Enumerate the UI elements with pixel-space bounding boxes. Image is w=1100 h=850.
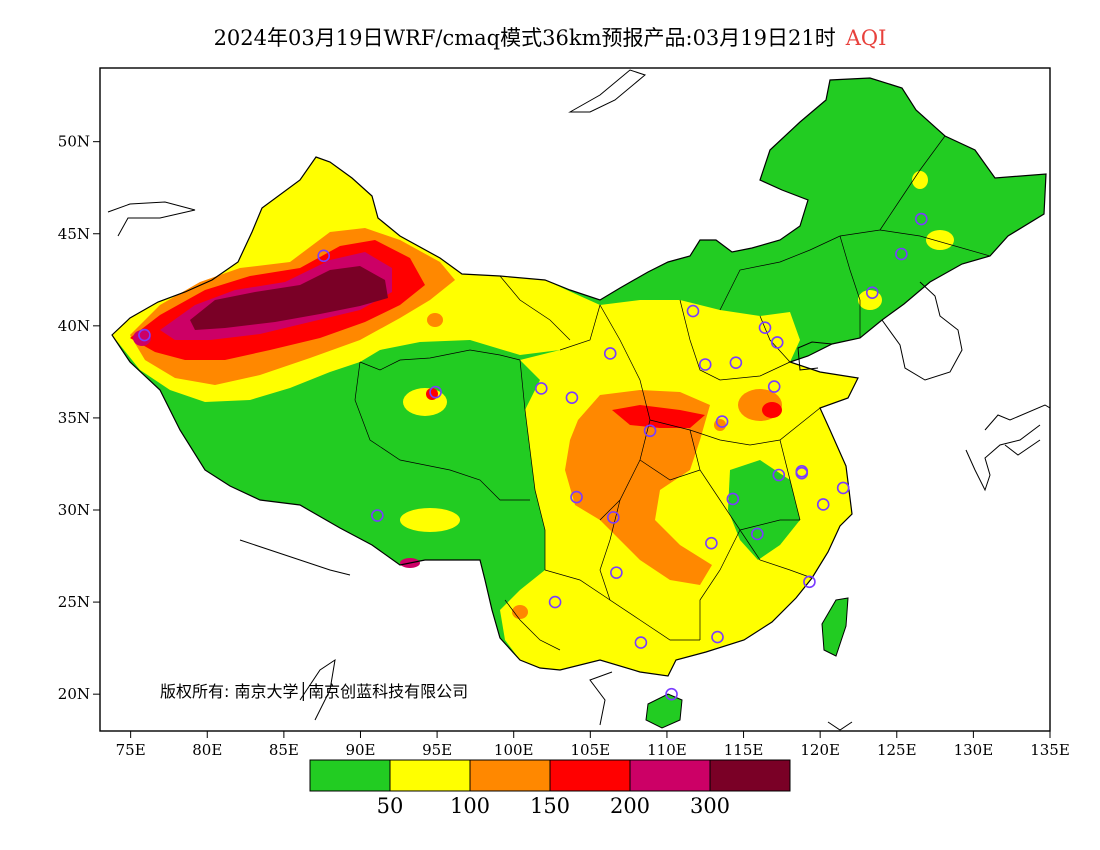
city-marker (138, 328, 151, 342)
colorbar: 50 100 150 200 300 (309, 759, 791, 818)
x-tick-label: 130E (954, 741, 994, 759)
region-yellow-spot-ne2 (926, 230, 954, 250)
region-yellow-spot-ne1 (912, 171, 928, 189)
x-tick-label: 115E (724, 741, 764, 759)
region-orange-spot-hubei (714, 419, 726, 431)
x-tick-label: 75E (116, 741, 146, 759)
x-tick-label: 90E (345, 741, 375, 759)
region-green-hainan (646, 694, 682, 728)
colorbar-swatch (709, 759, 791, 792)
colorbar-swatch (629, 759, 711, 792)
china-border (111, 77, 1047, 677)
city-marker (570, 490, 583, 504)
city-marker (686, 304, 700, 318)
x-tick-label: 120E (800, 741, 840, 759)
city-marker (795, 466, 809, 480)
region-red-spot-hebei (762, 402, 782, 418)
title-main: 2024年03月19日WRF/cmaq模式36km预报产品:03月19日21时 (213, 26, 836, 50)
city-marker (665, 687, 678, 701)
map-title: 2024年03月19日WRF/cmaq模式36km预报产品:03月19日21时 A… (0, 22, 1100, 52)
x-tick-label: 135E (1030, 741, 1070, 759)
x-tick-label: 95E (422, 741, 452, 759)
city-marker (317, 249, 331, 263)
city-marker (534, 382, 548, 395)
taiwan-outline (821, 597, 849, 657)
y-tick-label: 30N (58, 501, 90, 519)
colorbar-label: 300 (690, 794, 730, 818)
y-tick-label: 25N (58, 593, 90, 611)
x-tick-label: 80E (192, 741, 222, 759)
region-yellow-spot-southtibet (400, 508, 460, 532)
city-marker (548, 595, 562, 609)
x-tick-label: 110E (647, 741, 687, 759)
x-tick-label: 85E (269, 741, 299, 759)
hainan-outline (645, 693, 683, 729)
city-marker (770, 336, 784, 349)
y-tick-label: 50N (58, 133, 90, 151)
region-orange-spot-nw (427, 313, 443, 327)
province-boundaries (354, 135, 991, 651)
city-marker (914, 212, 928, 226)
x-axis: 75E 80E 85E 90E 95E 100E 105E 110E 115E 120E 125E 1… (116, 731, 1070, 759)
city-marker (772, 468, 786, 482)
colorbar-swatch (549, 759, 631, 792)
city-marker (371, 509, 384, 522)
city-marker (607, 511, 620, 524)
map-plot-area: 版权所有: 南京大学│南京创蓝科技有限公司 (107, 69, 1050, 731)
city-marker (429, 385, 442, 399)
colorbar-label: 200 (610, 794, 650, 818)
city-marker (729, 356, 743, 369)
y-tick-label: 35N (58, 409, 90, 427)
colorbar-label: 150 (530, 794, 570, 818)
plot-frame (99, 67, 1051, 732)
city-marker (610, 566, 623, 579)
city-marker (895, 247, 908, 261)
city-marker (803, 575, 816, 589)
y-tick-label: 20N (58, 685, 90, 703)
city-marker (865, 286, 879, 299)
city-marker (711, 630, 724, 644)
region-maroon-core (190, 266, 388, 330)
colorbar-swatch (469, 759, 551, 792)
city-marker (715, 415, 729, 428)
city-marker (758, 321, 772, 334)
x-tick-label: 125E (877, 741, 917, 759)
region-red-central (612, 405, 705, 428)
title-variable: AQI (845, 26, 887, 50)
coastlines (107, 69, 1050, 731)
x-tick-label: 100E (494, 741, 534, 759)
x-tick-label: 105E (571, 741, 611, 759)
colorbar-label: 100 (450, 794, 490, 818)
city-markers (138, 212, 928, 701)
copyright-text: 版权所有: 南京大学│南京创蓝科技有限公司 (160, 681, 468, 701)
city-marker (565, 391, 579, 404)
region-orange-central (565, 390, 712, 585)
city-marker (816, 498, 830, 511)
colorbar-swatch (309, 759, 391, 792)
y-axis: 20N 25N 30N 35N 40N 45N 50N (58, 133, 100, 703)
colorbar-label: 50 (377, 794, 404, 818)
city-marker (705, 536, 718, 550)
region-orange-spot-yunnan (512, 605, 528, 619)
y-tick-label: 40N (58, 317, 90, 335)
region-green-southeast (728, 460, 800, 560)
city-marker (698, 358, 712, 371)
region-green-taiwan (822, 598, 848, 656)
city-marker (726, 492, 740, 506)
city-marker (603, 347, 617, 360)
city-marker (751, 527, 764, 541)
y-tick-label: 45N (58, 225, 90, 243)
city-marker (767, 380, 781, 393)
region-yellow-spot-ne3 (858, 290, 882, 310)
city-marker (643, 424, 657, 438)
city-marker (634, 636, 648, 649)
city-marker (836, 481, 850, 495)
region-magenta-spot-west (133, 330, 151, 346)
colorbar-swatch (389, 759, 471, 792)
